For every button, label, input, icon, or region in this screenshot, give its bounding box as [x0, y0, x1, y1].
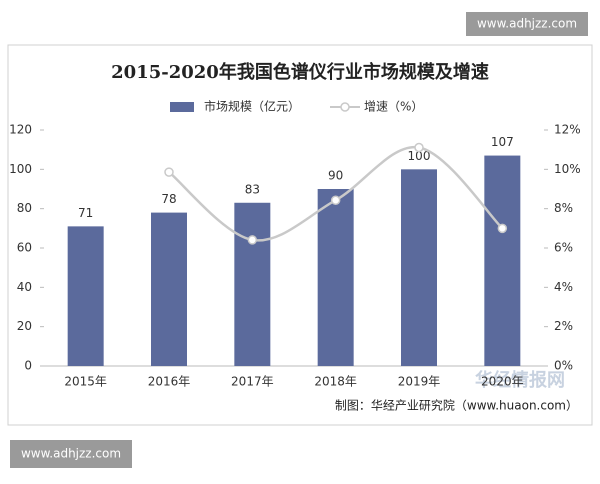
- y2-tick-label: 4%: [554, 280, 573, 294]
- x-tick-label: 2016年: [148, 375, 191, 389]
- chart-title: 2015-2020年我国色谱仪行业市场规模及增速: [111, 61, 489, 83]
- y2-tick-label: 2%: [554, 319, 573, 333]
- data-label: 83: [245, 182, 260, 196]
- data-label: 78: [161, 192, 176, 206]
- watermark-box: [10, 440, 132, 468]
- legend-swatch: [170, 102, 194, 112]
- watermark: www.adhjzz.com: [477, 17, 577, 31]
- line-point: [330, 195, 341, 205]
- x-tick-label: 2017年: [231, 375, 274, 389]
- watermark: 华经情报网: [475, 369, 565, 391]
- data-label: 71: [78, 206, 93, 220]
- y-tick-label: 40: [17, 280, 32, 294]
- y-tick-label: 20: [17, 319, 32, 333]
- data-label: 100: [408, 149, 431, 163]
- data-label: 107: [491, 135, 514, 149]
- legend-label: 市场规模（亿元）: [204, 99, 300, 114]
- bar: [484, 155, 521, 366]
- y2-tick-label: 10%: [554, 162, 581, 176]
- x-tick-label: 2018年: [314, 375, 357, 389]
- source-note: 制图：华经产业研究院（www.huaon.com）: [335, 398, 578, 413]
- y2-tick-label: 0%: [554, 359, 573, 373]
- legend-swatch: [340, 102, 350, 112]
- bar: [401, 169, 437, 366]
- bar: [317, 189, 354, 366]
- watermark: www.adhjzz.com: [21, 447, 121, 461]
- data-label: 90: [328, 169, 343, 183]
- x-tick-label: 2020年: [481, 375, 524, 389]
- y2-tick-label: 8%: [554, 201, 573, 215]
- y-tick-label: 0: [24, 359, 32, 373]
- bar: [234, 202, 271, 366]
- legend-label: 增速（%）: [364, 100, 423, 114]
- x-tick-label: 2019年: [398, 375, 441, 389]
- watermark-box: [466, 12, 588, 36]
- y-tick-label: 100: [9, 162, 32, 176]
- y-tick-label: 120: [9, 123, 32, 137]
- line-point: [414, 142, 424, 153]
- x-tick-label: 2015年: [64, 375, 107, 389]
- line-point: [164, 167, 174, 177]
- bar: [67, 226, 104, 366]
- y2-tick-label: 6%: [554, 241, 573, 255]
- y2-tick-label: 12%: [554, 123, 581, 137]
- line-point: [247, 235, 258, 245]
- y-tick-label: 60: [17, 241, 32, 255]
- bar: [151, 212, 187, 366]
- line-point: [497, 223, 508, 234]
- y-tick-label: 80: [17, 201, 32, 215]
